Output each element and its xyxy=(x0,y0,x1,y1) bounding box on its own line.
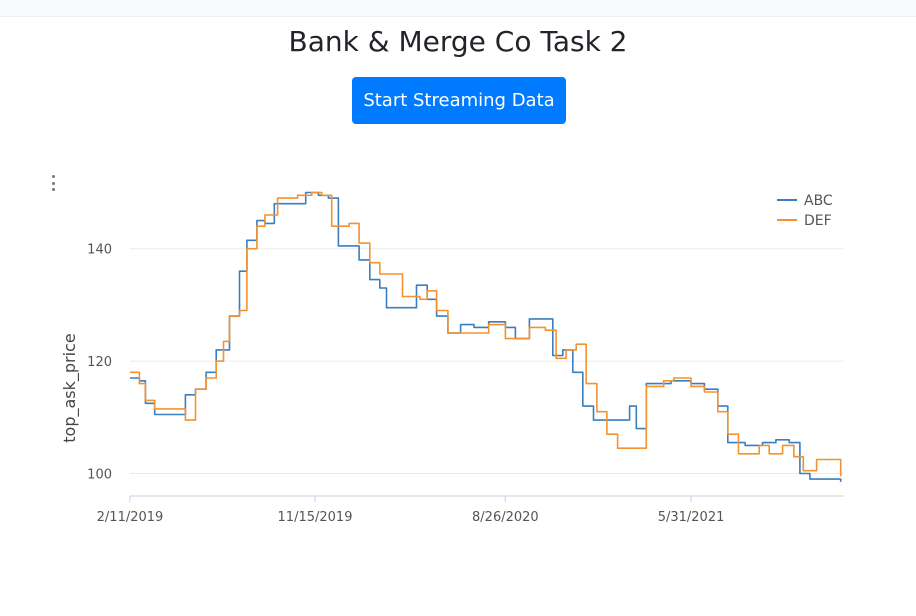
grid-lines xyxy=(130,248,844,475)
y-axis-ticks: 100 120 140 xyxy=(87,243,112,483)
start-streaming-button[interactable]: Start Streaming Data xyxy=(352,77,566,124)
series-line-abc xyxy=(130,191,842,482)
y-tick-label: 120 xyxy=(87,355,112,370)
y-tick-label: 140 xyxy=(87,243,112,258)
legend-label-def[interactable]: DEF xyxy=(804,213,832,229)
y-tick-label: 100 xyxy=(87,468,112,483)
legend-label-abc[interactable]: ABC xyxy=(804,193,833,209)
browser-top-bar xyxy=(0,0,916,17)
line-chart: 100 120 140 2/11/2019 11/15/2019 8/26/2020 5/… xyxy=(60,191,844,525)
page-title: Bank & Merge Co Task 2 xyxy=(288,25,628,58)
x-tick-label: 8/26/2020 xyxy=(472,510,539,525)
chart-menu-icon[interactable] xyxy=(49,175,57,191)
legend[interactable]: ABC DEF xyxy=(777,193,833,229)
x-axis-ticks: 2/11/2019 11/15/2019 8/26/2020 5/31/2021 xyxy=(97,496,725,525)
x-tick-label: 5/31/2021 xyxy=(658,510,725,525)
series-line-def xyxy=(130,191,842,477)
x-tick-label: 11/15/2019 xyxy=(278,510,353,525)
series-lines xyxy=(130,191,842,482)
y-axis-label: top_ask_price xyxy=(60,333,80,442)
x-tick-label: 2/11/2019 xyxy=(97,510,164,525)
